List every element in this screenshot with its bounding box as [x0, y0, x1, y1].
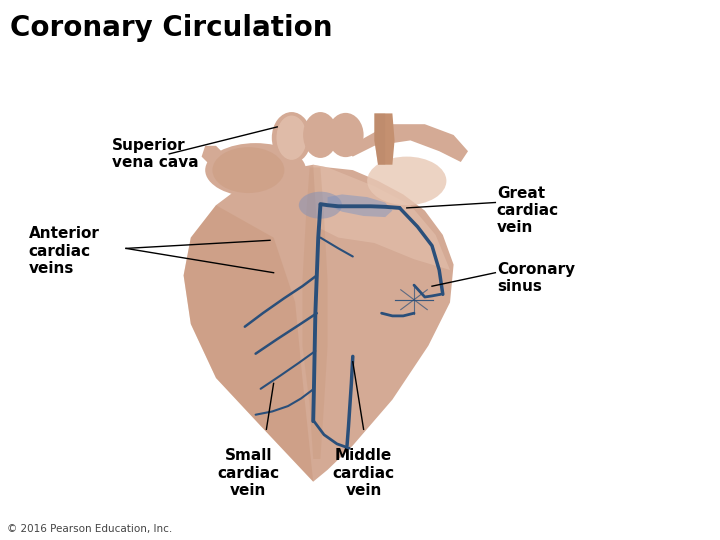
Text: Middle
cardiac
vein: Middle cardiac vein: [333, 448, 395, 498]
Text: Coronary
sinus: Coronary sinus: [497, 262, 575, 294]
Text: Coronary Circulation: Coronary Circulation: [10, 14, 333, 42]
Polygon shape: [374, 113, 385, 165]
Ellipse shape: [205, 143, 306, 197]
Polygon shape: [374, 113, 395, 165]
Ellipse shape: [303, 112, 338, 158]
Ellipse shape: [272, 112, 312, 163]
Ellipse shape: [276, 116, 307, 160]
Ellipse shape: [299, 192, 342, 219]
Polygon shape: [313, 165, 450, 270]
Text: © 2016 Pearson Education, Inc.: © 2016 Pearson Education, Inc.: [7, 523, 173, 534]
Text: Anterior
cardiac
veins: Anterior cardiac veins: [29, 226, 99, 276]
Polygon shape: [202, 146, 227, 167]
Polygon shape: [184, 205, 313, 482]
Text: Small
cardiac
vein: Small cardiac vein: [217, 448, 279, 498]
Polygon shape: [184, 165, 454, 482]
Polygon shape: [346, 124, 468, 162]
Ellipse shape: [328, 113, 364, 157]
Text: Great
cardiac
vein: Great cardiac vein: [497, 186, 559, 235]
Text: Superior
vena cava: Superior vena cava: [112, 138, 198, 170]
Ellipse shape: [212, 147, 284, 193]
Ellipse shape: [367, 157, 446, 205]
Polygon shape: [302, 167, 328, 459]
Polygon shape: [328, 194, 392, 217]
